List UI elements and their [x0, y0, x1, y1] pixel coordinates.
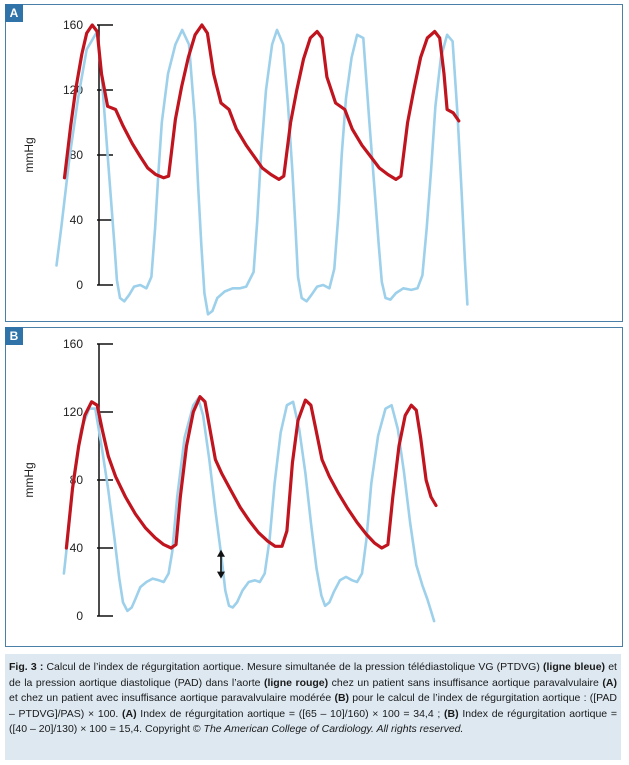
caption-text: Calcul de l’index de régurgitation aorti… — [43, 661, 543, 673]
caption-copyright: The American College of Cardiology. All … — [203, 723, 464, 735]
caption-bold: (A) — [602, 676, 617, 689]
caption-text: et de la pression aortique diastolique (… — [9, 661, 617, 689]
series-line-red — [62, 23, 461, 181]
figure-caption: Fig. 3 : Calcul de l’index de régurgitat… — [5, 654, 621, 760]
y-tick-label: 80 — [70, 148, 84, 162]
caption-fig-label: Fig. 3 : — [9, 661, 44, 673]
caption-bold: (ligne bleue) — [542, 661, 606, 673]
series-line-blue — [55, 28, 469, 316]
caption-text: Index de régurgitation aortique = ([65 –… — [136, 707, 445, 720]
caption-text: et chez un patient avec insuffisance aor… — [9, 692, 335, 704]
y-tick-label: 0 — [76, 278, 83, 292]
y-tick-label: 160 — [63, 337, 83, 351]
y-tick-label: 40 — [70, 541, 84, 555]
y-axis-label: mmHg — [22, 137, 36, 172]
panel-label-a: A — [5, 4, 23, 22]
caption-text: pour le calcul de l’index de régurgitati… — [9, 692, 617, 720]
y-axis-label: mmHg — [22, 462, 36, 497]
annotation-arrow-head-up — [216, 549, 225, 557]
series-line-blue — [62, 397, 436, 623]
chart-panel-a: A 0 40 80 120 160 mmHg — [5, 4, 623, 322]
chart-panel-b: B 0 40 80 120 160 mmHg — [5, 327, 623, 647]
caption-bold: (ligne rouge) — [263, 676, 329, 689]
y-tick-label: 40 — [70, 213, 84, 227]
series-line-red — [64, 395, 438, 550]
caption-bold: (A) — [122, 707, 137, 720]
annotation-arrow-head-down — [216, 571, 225, 579]
caption-text: Index de régurgitation aortique = ([40 –… — [9, 707, 617, 736]
caption-text: chez un patient sans insuffisance aortiq… — [328, 676, 603, 689]
y-tick-label: 160 — [63, 18, 83, 32]
panel-label-b: B — [5, 327, 23, 345]
caption-bold: (B) — [444, 707, 459, 720]
y-tick-label: 120 — [63, 405, 83, 419]
caption-bold: (B) — [334, 692, 350, 704]
y-tick-label: 0 — [76, 609, 83, 623]
